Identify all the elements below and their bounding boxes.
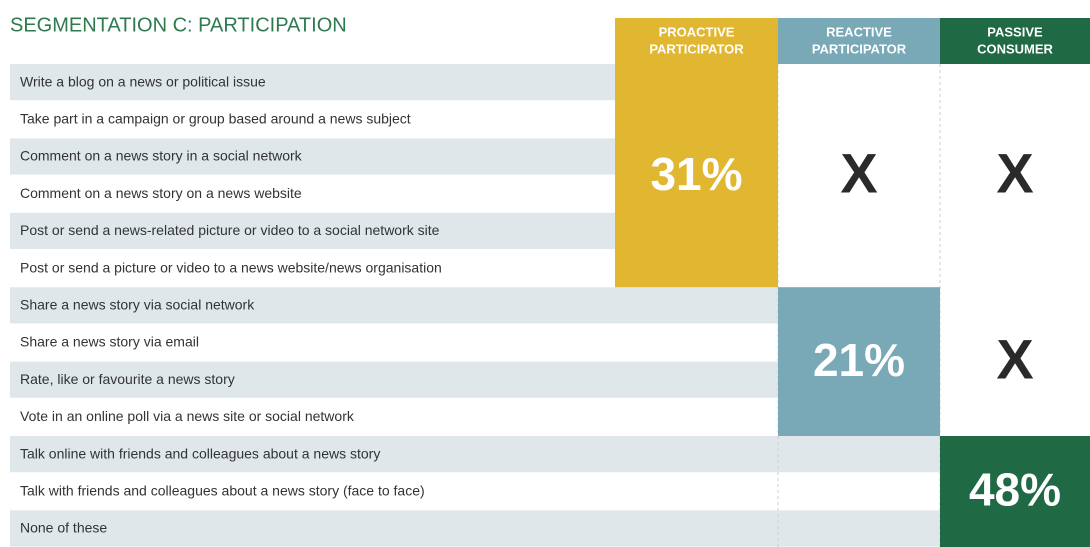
title: SEGMENTATION C: PARTICIPATION: [10, 14, 347, 36]
row-stripe: [10, 212, 615, 249]
segment-block: [778, 287, 940, 436]
cross-mark: X: [840, 141, 877, 204]
column-header-text: PASSIVE: [987, 24, 1043, 39]
row-stripe: [778, 436, 940, 473]
activity-label: Comment on a news story on a news websit…: [20, 185, 302, 201]
column-header-text: CONSUMER: [977, 41, 1053, 56]
row-stripe: [10, 64, 615, 101]
row-stripe: [778, 510, 940, 547]
activity-label: Write a blog on a news or political issu…: [20, 73, 266, 89]
column-header-text: PARTICIPATOR: [649, 41, 744, 56]
activity-label: Talk with friends and colleagues about a…: [20, 483, 425, 499]
activity-label: Vote in an online poll via a news site o…: [20, 408, 355, 424]
activity-label: Share a news story via email: [20, 334, 199, 350]
row-stripe: [10, 138, 615, 175]
activity-label: Share a news story via social network: [20, 297, 255, 313]
segment-percent: 31%: [650, 148, 742, 200]
column-header-text: PROACTIVE: [659, 24, 735, 39]
segment-percent: 48%: [969, 464, 1061, 516]
column-header-text: REACTIVE: [826, 24, 892, 39]
activity-label: Take part in a campaign or group based a…: [20, 111, 411, 127]
row-stripe: [615, 510, 778, 547]
column-header: [615, 18, 778, 64]
activity-label: None of these: [20, 520, 107, 536]
row-stripe: [10, 510, 615, 547]
cross-mark: X: [996, 327, 1033, 390]
row-stripe: [615, 287, 778, 324]
segment-block: [615, 64, 778, 288]
row-stripe: [10, 287, 615, 324]
segment-block: [940, 436, 1090, 547]
column-header: [778, 18, 940, 64]
row-stripe: [10, 361, 615, 398]
activity-label: Comment on a news story in a social netw…: [20, 148, 303, 164]
row-stripe: [615, 436, 778, 473]
activity-label: Talk online with friends and colleagues …: [20, 445, 380, 461]
activity-label: Rate, like or favourite a news story: [20, 371, 235, 387]
segment-percent: 21%: [813, 334, 905, 386]
row-stripe: [10, 436, 615, 473]
column-header: [940, 18, 1090, 64]
column-header-text: PARTICIPATOR: [812, 41, 907, 56]
row-stripe: [615, 361, 778, 398]
cross-mark: X: [996, 141, 1033, 204]
activity-label: Post or send a picture or video to a new…: [20, 259, 442, 275]
activity-label: Post or send a news-related picture or v…: [20, 222, 440, 238]
